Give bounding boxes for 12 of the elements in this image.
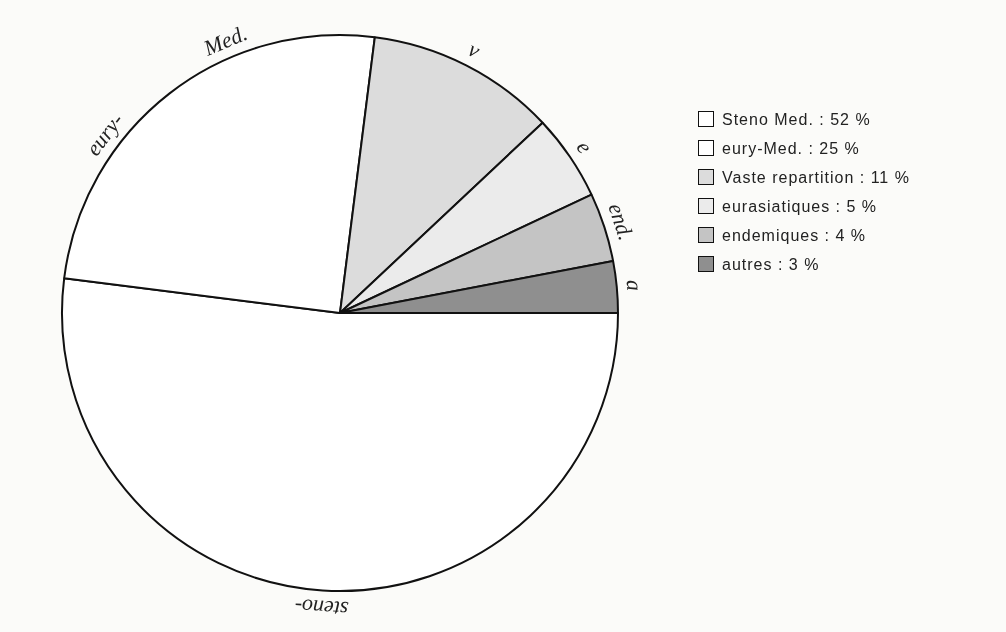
legend-label: Vaste repartition : 11 % xyxy=(722,169,910,186)
legend-label: endemiques : 4 % xyxy=(722,227,867,244)
legend-label: Steno Med. : 52 % xyxy=(722,111,871,128)
text: end. xyxy=(603,200,639,244)
text: steno- xyxy=(293,593,350,623)
text: e xyxy=(571,135,598,158)
text: Med. xyxy=(200,20,251,61)
text: a xyxy=(621,278,648,292)
legend-label: eury-Med. : 25 % xyxy=(722,140,860,157)
legend-label: autres : 3 % xyxy=(722,256,820,273)
text: v xyxy=(464,36,485,63)
legend-label: eurasiatiques : 5 % xyxy=(722,198,878,215)
